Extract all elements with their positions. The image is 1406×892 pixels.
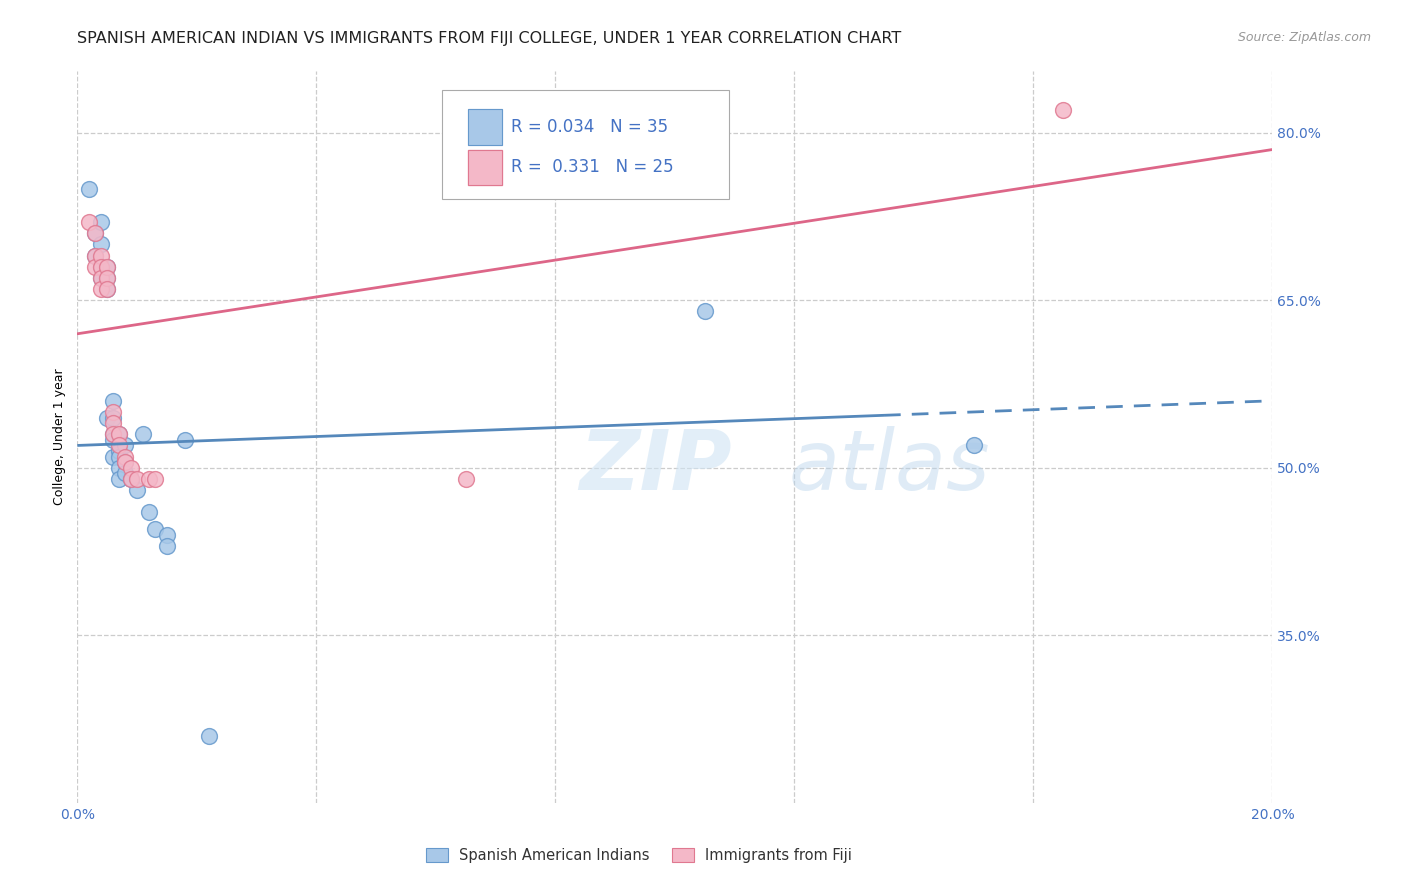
Point <box>84 249 107 263</box>
FancyBboxPatch shape <box>441 90 728 200</box>
Point <box>84 249 107 263</box>
Point <box>103 450 124 464</box>
Bar <box>468 110 502 145</box>
Point <box>138 472 160 486</box>
Point <box>90 271 112 285</box>
Point <box>84 260 107 274</box>
Point <box>79 215 101 229</box>
Point <box>90 260 112 274</box>
Point <box>108 472 131 486</box>
Point <box>132 427 155 442</box>
Point <box>108 460 131 475</box>
Text: R =  0.331   N = 25: R = 0.331 N = 25 <box>512 158 673 177</box>
Text: R = 0.034   N = 35: R = 0.034 N = 35 <box>512 118 668 136</box>
Point <box>90 271 112 285</box>
Legend: Spanish American Indians, Immigrants from Fiji: Spanish American Indians, Immigrants fro… <box>420 842 858 869</box>
Y-axis label: College, Under 1 year: College, Under 1 year <box>53 368 66 506</box>
Point <box>693 304 716 318</box>
Point <box>114 450 136 464</box>
Point <box>84 227 107 241</box>
Bar <box>468 150 502 185</box>
Point <box>103 393 124 408</box>
Point <box>108 438 131 452</box>
Bar <box>468 150 502 185</box>
Text: atlas: atlas <box>789 425 990 507</box>
Point <box>108 444 131 458</box>
Point <box>138 506 160 520</box>
Point <box>90 237 112 252</box>
Point <box>103 427 124 442</box>
Point <box>96 282 118 296</box>
Point <box>84 227 107 241</box>
Point <box>108 427 131 442</box>
Point <box>96 260 118 274</box>
Text: Source: ZipAtlas.com: Source: ZipAtlas.com <box>1237 31 1371 45</box>
Point <box>156 528 179 542</box>
Bar <box>468 110 502 145</box>
Point <box>96 271 118 285</box>
Point <box>96 271 118 285</box>
Point <box>1052 103 1074 118</box>
Point <box>963 438 986 452</box>
Point <box>143 472 166 486</box>
Point <box>114 455 136 469</box>
Point <box>90 215 112 229</box>
Point <box>114 455 136 469</box>
Point <box>103 416 124 430</box>
Point <box>143 522 166 536</box>
Point <box>96 282 118 296</box>
Point <box>120 472 142 486</box>
Point <box>96 410 118 425</box>
Text: SPANISH AMERICAN INDIAN VS IMMIGRANTS FROM FIJI COLLEGE, UNDER 1 YEAR CORRELATIO: SPANISH AMERICAN INDIAN VS IMMIGRANTS FR… <box>77 31 901 46</box>
Point <box>174 433 197 447</box>
Point <box>454 472 477 486</box>
Point <box>96 260 118 274</box>
Point <box>79 181 101 195</box>
Point <box>114 467 136 481</box>
Point <box>103 427 124 442</box>
Point <box>103 405 124 419</box>
Point <box>90 249 112 263</box>
Text: ZIP: ZIP <box>579 425 733 507</box>
Point <box>156 539 179 553</box>
Point <box>90 282 112 296</box>
Point <box>103 433 124 447</box>
Point <box>90 260 112 274</box>
Point <box>108 450 131 464</box>
Point <box>127 483 149 497</box>
Point <box>197 729 219 743</box>
Point <box>120 472 142 486</box>
Point <box>120 460 142 475</box>
Point <box>103 410 124 425</box>
Point <box>108 427 131 442</box>
Point <box>127 472 149 486</box>
Point <box>114 438 136 452</box>
